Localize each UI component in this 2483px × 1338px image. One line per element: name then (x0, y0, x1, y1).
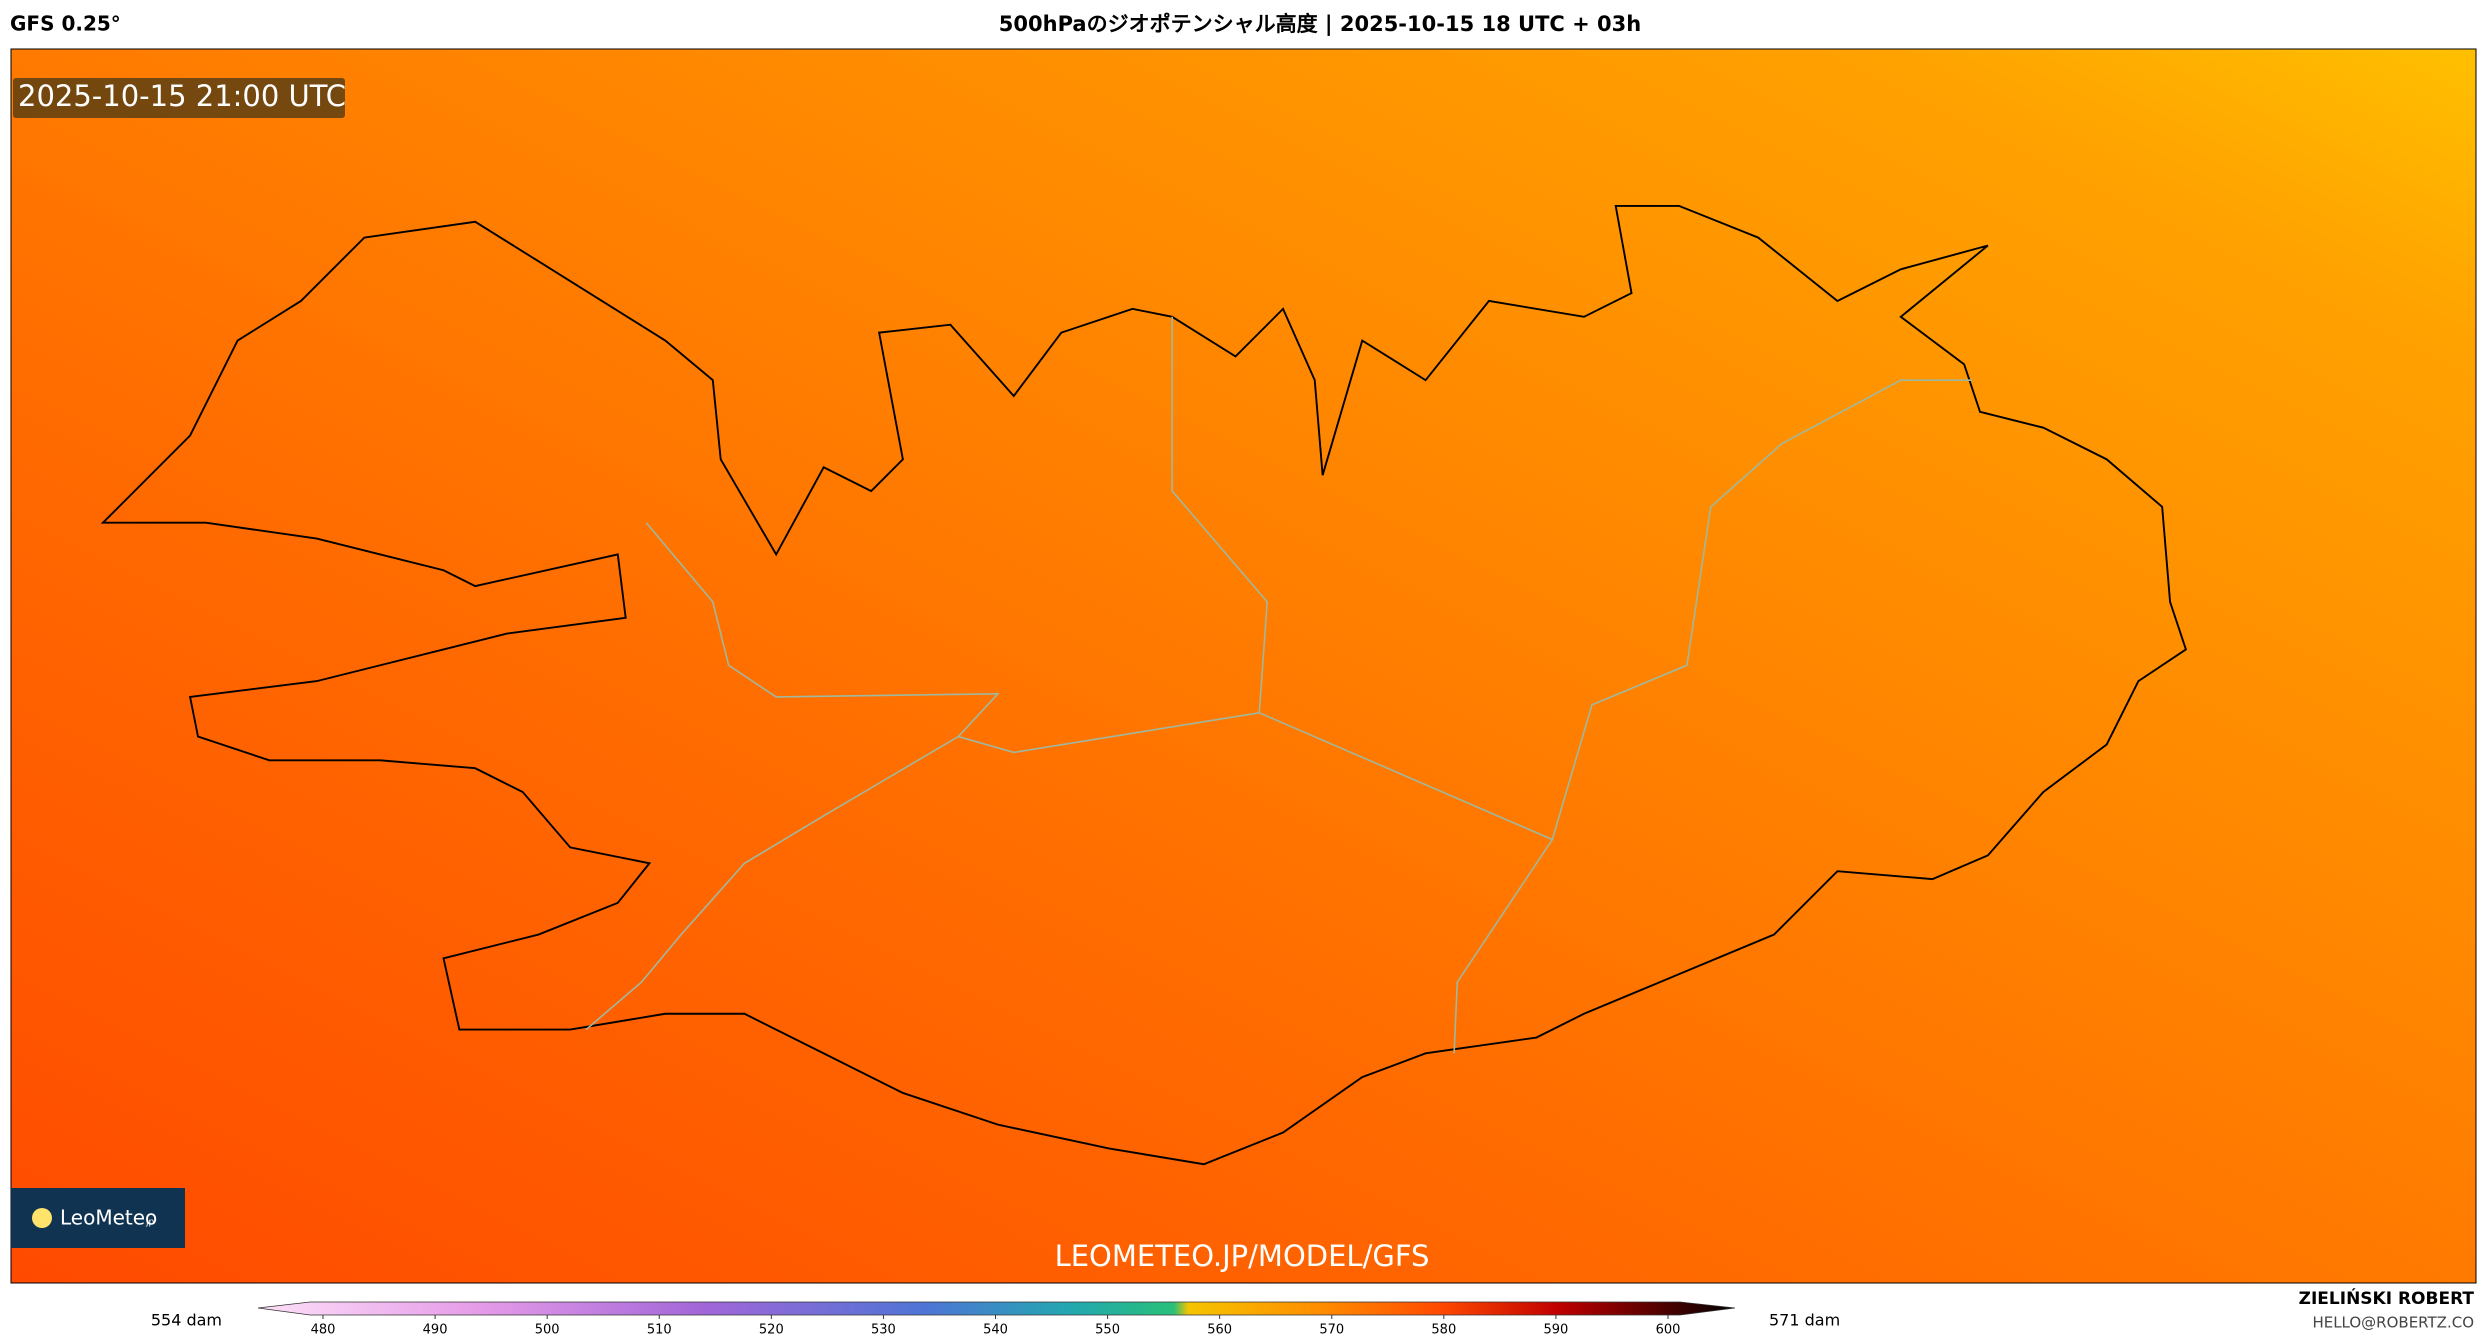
colorbar-min-label: 554 dam (151, 1311, 222, 1330)
map-area (10, 48, 2477, 1284)
colorbar-tick-label: 520 (759, 1323, 784, 1338)
model-label: GFS 0.25° (10, 12, 121, 36)
colorbar-tick-label: 540 (983, 1323, 1008, 1338)
watermark: LEOMETEO.JP/MODEL/GFS (1055, 1239, 1430, 1273)
logo-text: LeoMeteo (60, 1206, 157, 1230)
author: ZIELIŃSKI ROBERT (2299, 1287, 2475, 1309)
coastline (100, 204, 2188, 1166)
colorbar-max-label: 571 dam (1769, 1311, 1840, 1330)
colorbar-tick-label: 490 (423, 1323, 448, 1338)
email: HELLO@ROBERTZ.CO (2312, 1314, 2474, 1332)
colorbar-tick-label: 510 (647, 1323, 672, 1338)
timestamp-box (13, 78, 345, 118)
colorbar-tick-label: 560 (1207, 1323, 1232, 1338)
colorbar-tick-label: 500 (535, 1323, 560, 1338)
colorbar-tick-label: 600 (1656, 1323, 1681, 1338)
iceland (100, 204, 2188, 1166)
logo-suffix: jp (145, 1218, 155, 1228)
map-title: 500hPaのジオポテンシャル高度 | 2025-10-15 18 UTC + … (999, 12, 1641, 37)
colorbar-tick-label: 550 (1095, 1323, 1120, 1338)
colorbar-tick-label: 480 (311, 1323, 336, 1338)
timestamp: 2025-10-15 21:00 UTC (18, 79, 346, 113)
colorbar (257, 1301, 1736, 1316)
colorbar-tick-label: 530 (871, 1323, 896, 1338)
logo-sun (32, 1208, 52, 1228)
region-borders (585, 316, 1973, 1054)
colorbar-tick-label: 590 (1544, 1323, 1569, 1338)
colorbar-tick-label: 570 (1319, 1323, 1344, 1338)
colorbar-tick-label: 580 (1431, 1323, 1456, 1338)
